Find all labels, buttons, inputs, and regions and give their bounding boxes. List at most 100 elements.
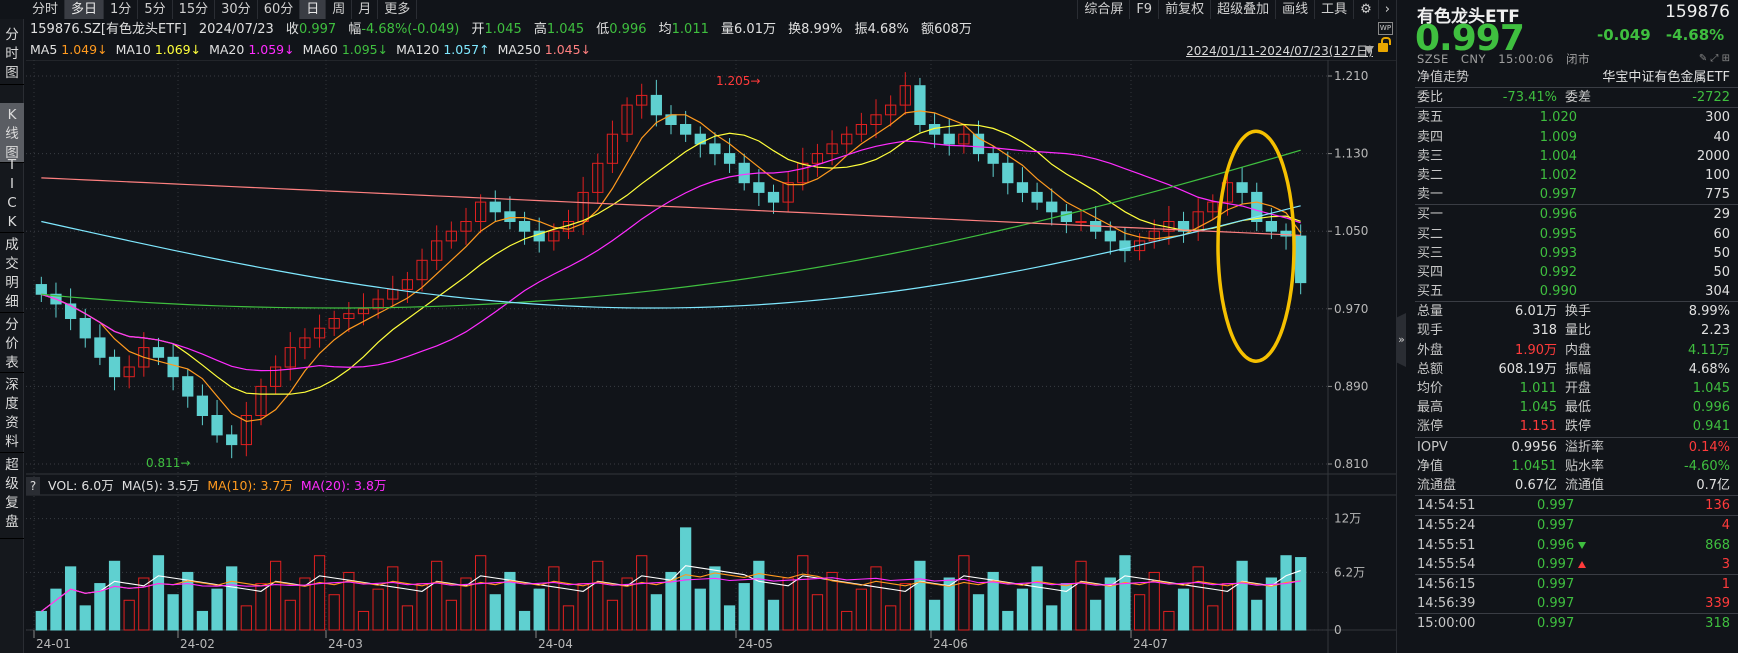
bid-row-5[interactable]: 买五 0.990 304 xyxy=(1407,282,1738,301)
candle-body xyxy=(899,85,911,106)
x-axis-label: 24-06 xyxy=(933,637,968,651)
price-axis-label: 0.970 xyxy=(1334,302,1368,316)
tab-period-4[interactable]: 15分 xyxy=(173,0,216,19)
ask-row-1[interactable]: 卖一 0.997 775 xyxy=(1407,185,1738,204)
nav-row-1-label2: 贴水率 xyxy=(1565,458,1605,474)
tab-period-1[interactable]: 多日 xyxy=(65,0,105,19)
toolbar-tool-7[interactable]: › xyxy=(1377,0,1396,19)
view-tab-4[interactable]: 分价表 xyxy=(0,313,24,373)
candle-body xyxy=(431,240,443,261)
candle-body xyxy=(1031,191,1043,203)
ma-value-1: 1.069↓ xyxy=(154,42,202,57)
tab-period-2[interactable]: 1分 xyxy=(104,0,139,19)
bid-row-3[interactable]: 买三 0.993 50 xyxy=(1407,244,1738,263)
x-axis-label: 24-04 xyxy=(538,637,573,651)
tick-price: 0.997 xyxy=(1537,555,1647,574)
candle-body xyxy=(167,356,179,378)
view-tab-6[interactable]: 超级复盘 xyxy=(0,453,24,539)
tab-period-6[interactable]: 60分 xyxy=(258,0,301,19)
tab-period-3[interactable]: 5分 xyxy=(138,0,173,19)
ask-row-2[interactable]: 卖二 1.002 100 xyxy=(1407,166,1738,185)
tick-row: 15:00:00 0.997 318 xyxy=(1407,614,1738,633)
nav-row-0-label1: IOPV xyxy=(1417,439,1448,455)
vol-ma10: MA(10): 3.7万 xyxy=(207,478,293,493)
tab-period-8[interactable]: 周 xyxy=(326,0,353,19)
toolbar-tool-2[interactable]: 前复权 xyxy=(1158,0,1210,19)
candle-body xyxy=(797,162,809,184)
amount-field: 额608万 xyxy=(921,22,972,37)
view-tab-3[interactable]: 成交明细 xyxy=(0,233,24,313)
volume-bar xyxy=(592,560,604,631)
wp-monitor-icon[interactable]: WP xyxy=(1378,22,1393,35)
tick-time: 14:55:51 xyxy=(1417,537,1476,553)
ma5-line xyxy=(41,110,1302,422)
volume-bar xyxy=(548,566,560,631)
tick-volume: 136 xyxy=(1705,498,1730,514)
tab-period-0[interactable]: 分时 xyxy=(26,0,66,19)
candle-body xyxy=(928,124,941,135)
stat-row-1-label1: 现手 xyxy=(1417,323,1444,339)
security-name: 有色龙头ETF xyxy=(1417,7,1520,27)
candle-body xyxy=(841,133,853,145)
candle-body xyxy=(372,298,384,310)
tab-period-9[interactable]: 月 xyxy=(352,0,379,19)
high-field: 高1.045 xyxy=(534,22,584,37)
symbol-label: 159876.SZ[有色龙头ETF] xyxy=(30,22,187,37)
toolbar-tool-6[interactable]: ⚙ xyxy=(1353,0,1378,19)
kline-chart[interactable]: 1.210 1.130 1.050 0.970 0.890 0.810 24-01 24-02… xyxy=(26,60,1396,653)
candle-body xyxy=(1265,221,1278,232)
expand-panel-button[interactable]: » xyxy=(1397,313,1406,367)
separator xyxy=(1415,515,1738,517)
x-axis-label: 24-07 xyxy=(1133,637,1168,651)
volume-bar xyxy=(50,588,62,631)
toolbar-tool-4[interactable]: 画线 xyxy=(1275,0,1314,19)
volume-bar xyxy=(123,599,135,631)
ask-row-5-volume: 300 xyxy=(1705,110,1730,126)
ask-row-4[interactable]: 卖四 1.009 40 xyxy=(1407,128,1738,147)
candle-body xyxy=(343,313,355,319)
unlock-icon[interactable] xyxy=(1378,37,1391,52)
vol-ma20-line xyxy=(40,577,1301,612)
nav-trend-label[interactable]: 净值走势 xyxy=(1417,70,1470,85)
open-value: 1.045 xyxy=(484,22,522,37)
date-range-link[interactable]: 2024/01/11-2024/07/23(127日) xyxy=(1186,44,1373,58)
high-label: 高 xyxy=(533,22,547,37)
stat-row-1-label2: 量比 xyxy=(1565,323,1592,339)
candle-body xyxy=(1002,162,1014,184)
volume-bar xyxy=(1104,577,1116,631)
bid-row-1-price: 0.996 xyxy=(1539,207,1577,223)
ask-row-3[interactable]: 卖三 1.004 2000 xyxy=(1407,147,1738,166)
view-tab-0[interactable]: 分时图 xyxy=(0,23,24,85)
volume-bar xyxy=(870,566,882,631)
nav-row-2: 流通盘 0.67亿 流通值 0.7亿 xyxy=(1407,476,1738,495)
panel-tool-icons[interactable]: ✎ ⤢ ⊞ xyxy=(1698,53,1730,64)
toolbar-tool-1[interactable]: F9 xyxy=(1129,0,1158,19)
dropdown-triangle-icon[interactable] xyxy=(1364,46,1374,54)
ask-row-1-price: 0.997 xyxy=(1539,187,1577,203)
volume-bar xyxy=(357,610,370,631)
tab-period-10[interactable]: 更多 xyxy=(378,0,418,19)
volume-bar xyxy=(35,610,47,631)
stat-row-5-label2: 最低 xyxy=(1565,400,1592,416)
volume-bar xyxy=(1207,605,1219,631)
nav-trend-row: 净值走势 华宝中证有色金属ETF xyxy=(1407,68,1738,87)
toolbar-tool-3[interactable]: 超级叠加 xyxy=(1210,0,1275,19)
bid-row-4[interactable]: 买四 0.992 50 xyxy=(1407,263,1738,282)
tab-period-7[interactable]: 日 xyxy=(300,0,327,19)
bid-row-1[interactable]: 买一 0.996 29 xyxy=(1407,205,1738,224)
tab-period-5[interactable]: 30分 xyxy=(215,0,258,19)
ask-row-3-volume: 2000 xyxy=(1696,148,1730,164)
candle-body xyxy=(1148,230,1160,242)
low-annotation: 0.811→ xyxy=(146,456,190,470)
view-tab-5[interactable]: 深度资料 xyxy=(0,373,24,453)
ask-row-5[interactable]: 卖五 1.020 300 xyxy=(1407,108,1738,127)
toolbar-tool-0[interactable]: 综合屏 xyxy=(1077,0,1129,19)
candle-body xyxy=(299,337,311,349)
help-icon[interactable]: ? xyxy=(26,477,40,495)
toolbar-tool-5[interactable]: 工具 xyxy=(1314,0,1353,19)
volume-bar xyxy=(1031,566,1043,631)
bid-row-2[interactable]: 买二 0.995 60 xyxy=(1407,225,1738,244)
volume-bar xyxy=(1046,605,1058,631)
